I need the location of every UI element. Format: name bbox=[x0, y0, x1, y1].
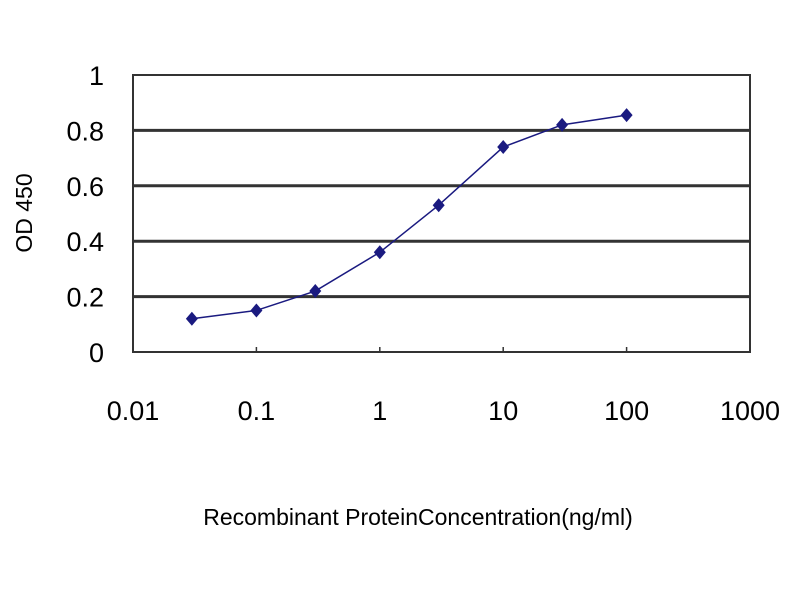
x-axis-label: Recombinant ProteinConcentration(ng/ml) bbox=[203, 504, 633, 530]
data-point bbox=[373, 245, 386, 260]
data-point bbox=[497, 140, 510, 155]
series-line bbox=[191, 114, 627, 320]
data-point bbox=[250, 303, 263, 318]
x-tick-label: 0.01 bbox=[107, 396, 160, 426]
y-tick-label: 0.2 bbox=[66, 283, 104, 313]
data-point bbox=[185, 311, 198, 326]
data-point bbox=[620, 108, 633, 123]
x-tick-label: 0.1 bbox=[238, 396, 276, 426]
y-axis-label: OD 450 bbox=[11, 173, 37, 252]
y-tick-label: 0.8 bbox=[66, 116, 104, 146]
data-point bbox=[432, 198, 445, 213]
x-tick-label: 1000 bbox=[720, 396, 780, 426]
x-tick-label: 100 bbox=[604, 396, 649, 426]
plot-area bbox=[132, 74, 751, 353]
y-tick-label: 0.4 bbox=[66, 227, 104, 257]
y-tick-label: 0.6 bbox=[66, 172, 104, 202]
y-tick-label: 0 bbox=[89, 338, 104, 368]
data-point bbox=[556, 117, 569, 132]
data-point bbox=[309, 284, 322, 299]
x-tick-label: 1 bbox=[372, 396, 387, 426]
y-tick-label: 1 bbox=[89, 61, 104, 91]
x-tick-label: 10 bbox=[488, 396, 518, 426]
